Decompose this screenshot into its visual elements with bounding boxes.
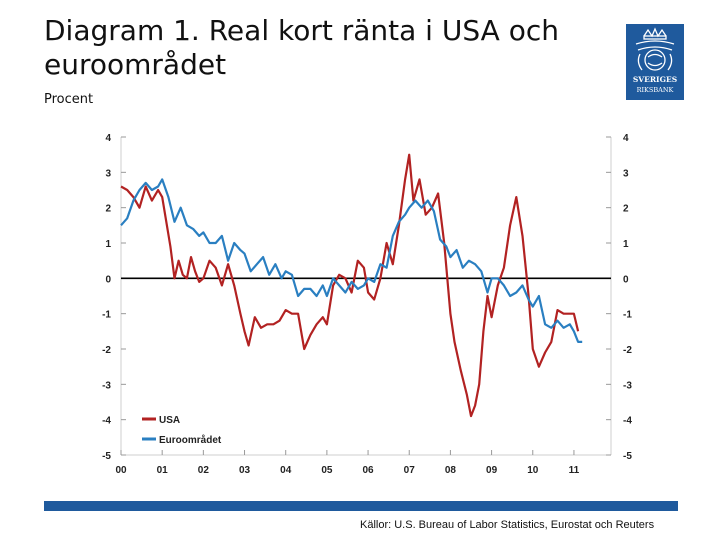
y-tick-label-right: -5 xyxy=(623,451,632,462)
y-tick-label-right: 0 xyxy=(623,274,629,285)
x-tick-label: 02 xyxy=(198,465,210,476)
legend-label: USA xyxy=(159,415,180,426)
y-tick-label-right: -3 xyxy=(623,380,632,391)
riksbank-logo: SVERIGES RIKSBANK xyxy=(626,24,684,100)
y-tick-label-right: -4 xyxy=(623,416,632,427)
x-tick-label: 09 xyxy=(486,465,498,476)
y-tick-label-right: -1 xyxy=(623,310,632,321)
logo-text-line1: SVERIGES xyxy=(633,75,677,84)
page-title: Diagram 1. Real kort ränta i USA och eur… xyxy=(44,14,559,81)
x-tick-label: 06 xyxy=(362,465,374,476)
x-tick-label: 05 xyxy=(321,465,333,476)
x-tick-label: 08 xyxy=(445,465,457,476)
crown-emblem-icon: SVERIGES RIKSBANK xyxy=(633,27,677,94)
x-tick-label: 04 xyxy=(280,465,292,476)
legend-label: Euroområdet xyxy=(159,434,222,446)
y-tick-label-right: 2 xyxy=(623,204,629,215)
x-tick-label: 00 xyxy=(115,465,127,476)
unit-label: Procent xyxy=(44,92,94,107)
y-tick-label-right: 4 xyxy=(623,133,629,144)
y-tick-label-left: 2 xyxy=(105,204,111,215)
y-tick-label-left: -3 xyxy=(102,380,111,391)
y-tick-label-left: 4 xyxy=(105,133,111,144)
x-tick-label: 10 xyxy=(527,465,539,476)
y-tick-label-left: 0 xyxy=(105,274,111,285)
series-line-euro-area xyxy=(120,178,583,343)
footer-bar xyxy=(44,501,678,511)
x-tick-label: 03 xyxy=(239,465,251,476)
x-tick-label: 01 xyxy=(157,465,169,476)
source-note: Källor: U.S. Bureau of Labor Statistics,… xyxy=(360,519,655,531)
y-tick-label-left: -2 xyxy=(102,345,111,356)
y-tick-label-left: 3 xyxy=(105,168,111,179)
y-tick-label-right: -2 xyxy=(623,345,632,356)
x-tick-label: 07 xyxy=(404,465,416,476)
y-tick-label-left: -1 xyxy=(102,310,111,321)
y-tick-label-left: 1 xyxy=(105,239,111,250)
x-tick-label: 11 xyxy=(569,465,580,476)
y-tick-label-left: -5 xyxy=(102,451,111,462)
y-tick-label-right: 1 xyxy=(623,239,629,250)
y-tick-label-right: 3 xyxy=(623,168,629,179)
y-tick-label-left: -4 xyxy=(102,416,111,427)
logo-text-line2: RIKSBANK xyxy=(637,86,674,94)
